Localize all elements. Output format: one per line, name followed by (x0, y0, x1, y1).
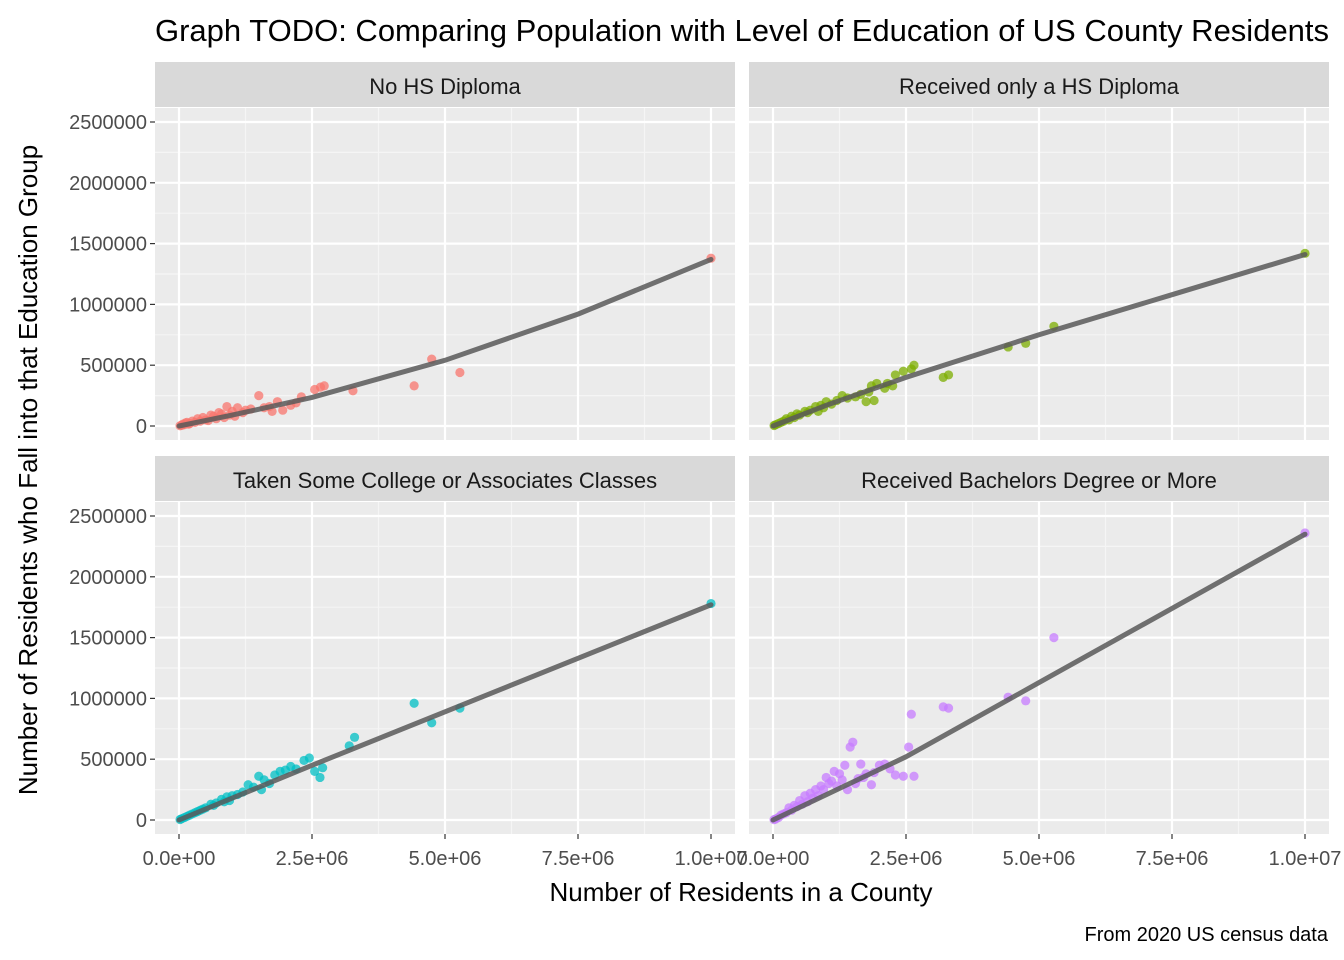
data-point (349, 732, 360, 742)
chart-title: Graph TODO: Comparing Population with Le… (155, 13, 1329, 48)
data-point (315, 772, 325, 783)
data-point (840, 760, 850, 770)
y-tick-label: 2000000 (69, 173, 147, 195)
data-point (898, 771, 908, 781)
data-point (861, 397, 871, 407)
data-point (243, 780, 253, 790)
facet-strip (155, 456, 735, 501)
facet-strip (749, 456, 1329, 501)
x-tick-label: 5.0e+06 (1003, 848, 1076, 870)
y-axis-label: Number of Residents who Fall into that E… (13, 145, 43, 795)
y-axis-ticks: 0 500000 1000000 1500000 2000000 2500000 0 5000… (69, 112, 155, 832)
y-tick-label: 500000 (80, 355, 147, 377)
data-point (890, 770, 900, 780)
data-point (938, 372, 948, 382)
x-tick-label: 2.5e+06 (276, 848, 349, 870)
data-point (829, 766, 839, 776)
chart-caption: From 2020 US census data (1085, 924, 1329, 946)
facet-panel: No HS Diploma (155, 62, 735, 440)
data-point (856, 759, 866, 769)
x-axis-ticks: 0.0e+00 2.5e+06 5.0e+06 7.5e+06 1.0e+070.0e+… (143, 834, 1342, 870)
facet-panels: No HS Diploma Received only a HS Diploma T… (155, 62, 1329, 834)
data-point (906, 709, 916, 719)
data-point (845, 742, 855, 752)
facet-strip-label: Taken Some College or Associates Classes (233, 468, 657, 493)
x-tick-label: 0.0e+00 (737, 848, 810, 870)
x-tick-label: 1.0e+07 (1269, 848, 1342, 870)
data-point (254, 391, 264, 401)
trend-line (176, 602, 714, 823)
data-point (318, 763, 328, 773)
data-point (222, 401, 232, 412)
y-tick-label: 0 (136, 810, 147, 832)
data-point (455, 367, 465, 378)
y-tick-label: 1500000 (69, 234, 147, 256)
facet-strip-label: Received Bachelors Degree or More (861, 468, 1217, 493)
data-point (299, 755, 309, 766)
facet-strip-label: Received only a HS Diploma (899, 74, 1180, 99)
data-point (906, 364, 916, 374)
data-point (278, 405, 288, 415)
x-tick-label: 2.5e+06 (870, 848, 943, 870)
y-tick-label: 2500000 (69, 506, 147, 528)
y-tick-label: 500000 (80, 749, 147, 771)
facet-strip (749, 62, 1329, 107)
y-tick-label: 1000000 (69, 294, 147, 316)
data-point (898, 366, 908, 376)
data-point (821, 772, 831, 783)
data-point (1049, 633, 1059, 643)
x-tick-label: 1.0e+07 (675, 848, 748, 870)
trend-line (176, 256, 714, 429)
data-point (254, 771, 264, 781)
data-point (904, 742, 914, 752)
data-point (409, 381, 419, 391)
y-tick-label: 1500000 (69, 628, 147, 650)
data-point (938, 702, 948, 712)
data-point (1021, 696, 1031, 706)
data-point (310, 384, 320, 395)
x-tick-label: 0.0e+00 (143, 848, 216, 870)
data-point (866, 780, 877, 790)
data-point (909, 771, 919, 781)
facet-strip-label: No HS Diploma (369, 74, 521, 99)
trend-line (770, 531, 1308, 823)
data-point (310, 766, 320, 776)
trend-line (770, 252, 1308, 429)
data-point (409, 698, 419, 708)
x-axis-label: Number of Residents in a County (550, 877, 933, 907)
data-point (890, 370, 900, 380)
x-tick-label: 7.5e+06 (542, 848, 615, 870)
data-point (869, 395, 879, 406)
y-tick-label: 2500000 (69, 112, 147, 134)
y-tick-label: 2000000 (69, 567, 147, 589)
facet-strip (155, 62, 735, 107)
x-tick-label: 7.5e+06 (1136, 848, 1209, 870)
y-tick-label: 1000000 (69, 688, 147, 710)
x-tick-label: 5.0e+06 (409, 848, 482, 870)
facet-panel: Received Bachelors Degree or More (749, 456, 1329, 834)
facet-panel: Taken Some College or Associates Classes (155, 456, 735, 834)
facet-panel: Received only a HS Diploma (749, 62, 1329, 440)
y-tick-label: 0 (136, 416, 147, 438)
